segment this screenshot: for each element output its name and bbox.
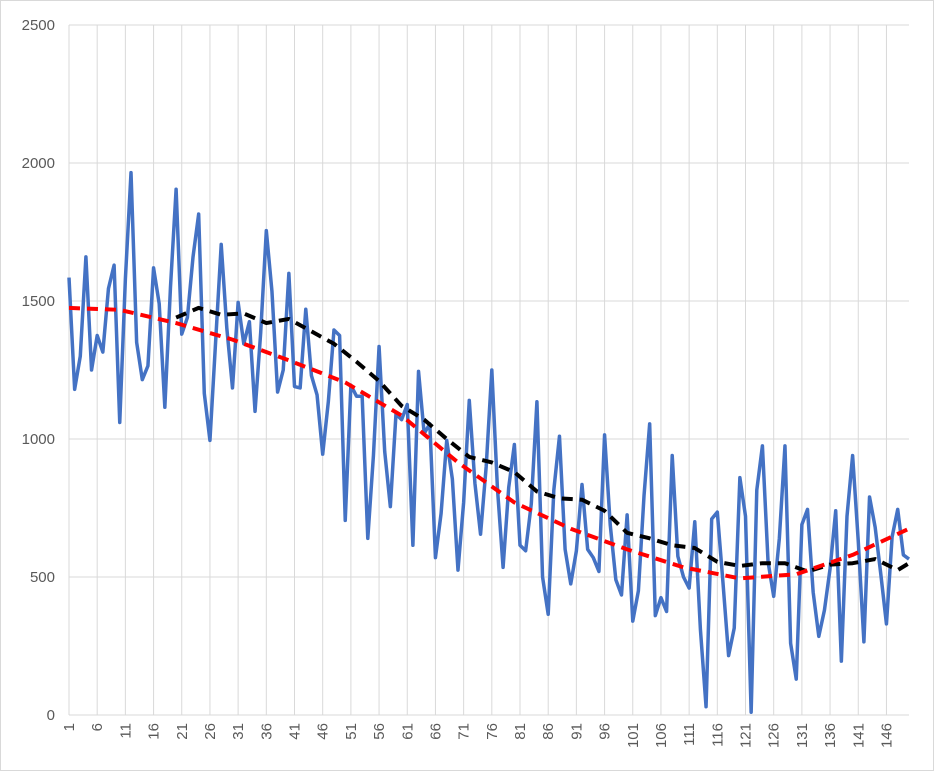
y-tick-label: 1500 — [22, 293, 55, 310]
x-tick-label: 31 — [230, 723, 247, 740]
y-tick-label: 500 — [30, 569, 55, 586]
x-tick-label: 121 — [738, 723, 755, 748]
gridlines — [68, 24, 909, 716]
y-tick-label: 2500 — [22, 17, 55, 34]
x-tick-label: 71 — [456, 723, 473, 740]
x-tick-label: 11 — [117, 723, 134, 739]
x-tick-label: 76 — [484, 723, 501, 740]
x-tick-label: 96 — [597, 723, 614, 740]
x-tick-label: 106 — [653, 723, 670, 748]
x-tick-label: 101 — [625, 723, 642, 748]
x-tick-label: 146 — [878, 723, 895, 748]
x-tick-label: 91 — [568, 723, 585, 740]
x-tick-label: 116 — [709, 723, 726, 747]
x-tick-label: 36 — [258, 723, 275, 740]
y-tick-label: 1000 — [22, 431, 55, 448]
x-tick-label: 61 — [399, 723, 416, 740]
x-tick-label: 131 — [794, 723, 811, 748]
x-tick-label: 141 — [850, 723, 867, 748]
x-tick-label: 16 — [146, 723, 163, 740]
y-tick-label: 2000 — [22, 155, 55, 172]
x-axis: 1 6 11 16 21 26 31 36 41 46 51 56 61 66 71 76 81 86 91 96 10… — [61, 723, 895, 748]
x-tick-label: 81 — [512, 723, 529, 740]
y-axis: 0 500 1000 1500 2000 2500 — [22, 17, 55, 724]
trendline — [68, 305, 910, 581]
series-group — [67, 170, 911, 714]
x-tick-label: 6 — [89, 723, 106, 731]
x-tick-label: 1 — [61, 723, 78, 731]
x-tick-label: 136 — [822, 723, 839, 748]
x-tick-label: 56 — [371, 723, 388, 740]
x-tick-label: 66 — [427, 723, 444, 740]
x-tick-label: 46 — [315, 723, 332, 740]
x-tick-label: 86 — [540, 723, 557, 740]
x-tick-label: 41 — [287, 723, 304, 740]
x-tick-label: 126 — [766, 723, 783, 748]
data-series-line — [67, 170, 911, 714]
y-tick-label: 0 — [47, 707, 55, 724]
x-tick-label: 51 — [343, 723, 360, 740]
x-tick-label: 26 — [202, 723, 219, 740]
x-tick-label: 21 — [174, 723, 191, 740]
x-tick-label: 111 — [681, 723, 698, 746]
moving-average-line — [175, 305, 911, 574]
